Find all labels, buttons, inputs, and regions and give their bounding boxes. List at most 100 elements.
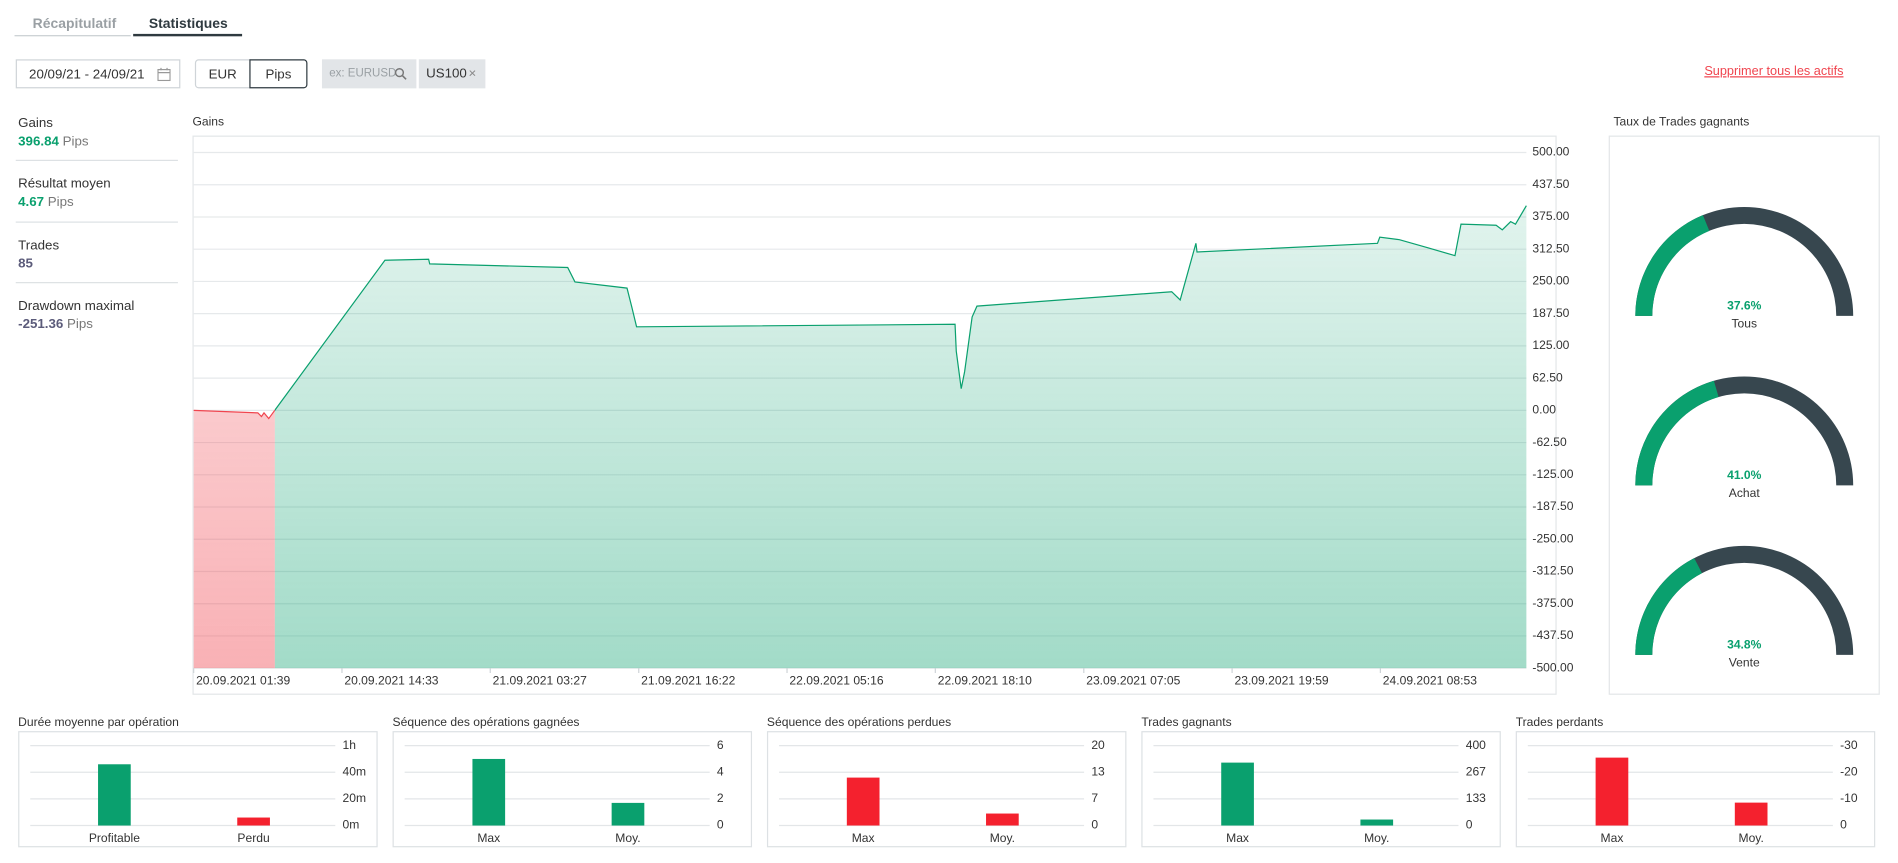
search-input[interactable]: ex: EURUSD (321, 59, 417, 89)
y-tick-label: 400 (1466, 738, 1486, 752)
x-tick-label: 22.09.2021 18:10 (938, 674, 1032, 688)
x-tick-label: Max (477, 831, 500, 845)
tab-rule (14, 35, 131, 37)
stat-value: -251.36 Pips (18, 317, 93, 332)
y-tick-label: 4 (717, 764, 724, 778)
x-tick-label: 20.09.2021 01:39 (196, 674, 290, 688)
x-tick-label: Moy. (1739, 831, 1764, 845)
y-tick-label: 133 (1466, 791, 1486, 805)
chart-frame (766, 731, 1127, 848)
gauge-value: 41.0% (1727, 468, 1762, 482)
filter-tag[interactable]: US100 × (418, 59, 486, 89)
stat-value: 396.84 Pips (18, 134, 88, 149)
filter-tag-label: US100 (426, 66, 467, 82)
separator (15, 221, 178, 223)
bar (1595, 757, 1629, 826)
chart-frame (392, 731, 753, 848)
y-tick-label: -125.00 (1532, 467, 1573, 481)
bar (986, 813, 1019, 826)
x-tick-label: 24.09.2021 08:53 (1383, 674, 1477, 688)
y-tick-label: 0m (343, 818, 360, 832)
y-tick-label: 500.00 (1532, 145, 1569, 159)
tab[interactable]: Statistiques (148, 16, 228, 32)
date-input[interactable]: 20/09/21 - 24/09/21 (15, 59, 181, 89)
stat-value: 85 (18, 257, 33, 272)
search-icon (394, 68, 407, 80)
x-tick-label: 22.09.2021 05:16 (789, 674, 883, 688)
y-tick-label: -312.50 (1532, 564, 1573, 578)
stat-label: Trades (18, 238, 60, 253)
x-tick-label: 20.09.2021 14:33 (344, 674, 438, 688)
x-tick-label: Moy. (990, 831, 1015, 845)
x-tick-label: 23.09.2021 07:05 (1086, 674, 1180, 688)
y-tick-label: 13 (1091, 764, 1105, 778)
bar (98, 764, 131, 826)
y-tick-label: 187.50 (1532, 306, 1569, 320)
x-tick-label: Profitable (89, 831, 140, 845)
chart-title: Taux de Trades gagnants (1614, 114, 1750, 128)
chart-frame (1515, 731, 1876, 848)
y-tick-label: 40m (343, 764, 367, 778)
x-tick-label: Max (852, 831, 875, 845)
stat-number: 396.84 (18, 134, 59, 149)
gauge-label: Tous (1731, 317, 1757, 331)
bar (1360, 819, 1394, 826)
y-tick-label: 0 (1840, 818, 1847, 832)
stat-label: Drawdown maximal (18, 298, 135, 314)
y-tick-label: -187.50 (1532, 499, 1573, 513)
y-tick-label: -30 (1840, 738, 1858, 752)
line (274, 205, 1527, 412)
stat-unit: Pips (67, 317, 93, 332)
delete-link[interactable]: Supprimer tous les actifs (1704, 64, 1844, 79)
bar (846, 777, 880, 826)
y-tick-label: 62.50 (1532, 370, 1563, 384)
y-tick-label: 7 (1091, 791, 1098, 805)
y-tick-label: 20m (343, 791, 367, 805)
chart-title: Durée moyenne par opération (18, 715, 179, 729)
chart-frame (18, 731, 378, 848)
stat-value: 4.67 Pips (18, 195, 74, 210)
y-tick-label: -62.50 (1532, 435, 1567, 449)
gauge-arc (1635, 558, 1702, 655)
unit-button[interactable]: Pips (249, 59, 308, 89)
y-tick-label: 250.00 (1532, 274, 1569, 288)
area-fill (193, 410, 275, 669)
y-tick-label: 6 (717, 738, 724, 752)
remove-icon[interactable]: × (468, 66, 477, 82)
y-tick-label: 312.50 (1532, 241, 1569, 255)
y-tick-label: 0 (717, 818, 724, 832)
stat-unit: Pips (62, 134, 89, 149)
y-tick-label: -375.00 (1532, 596, 1573, 610)
chart-title: Séquence des opérations gagnées (393, 715, 580, 729)
bar (237, 817, 270, 826)
plot-frame (192, 135, 1557, 695)
stat-label: Gains (18, 116, 53, 131)
gauge-label: Vente (1729, 656, 1760, 670)
gauge-value: 37.6% (1727, 298, 1762, 312)
x-tick-label: 21.09.2021 16:22 (641, 674, 735, 688)
y-tick-label: 20 (1091, 738, 1105, 752)
x-tick-label: Perdu (237, 831, 269, 845)
separator (15, 159, 178, 161)
x-tick-label: 21.09.2021 03:27 (493, 674, 587, 688)
y-tick-label: -250.00 (1532, 531, 1573, 545)
x-tick-label: 23.09.2021 19:59 (1235, 674, 1329, 688)
stat-unit: Pips (47, 194, 74, 210)
y-tick-label: 1h (343, 738, 356, 752)
stat-number: 85 (18, 256, 33, 272)
unit-button[interactable]: EUR (194, 59, 251, 89)
tab[interactable]: Récapitulatif (32, 16, 117, 32)
calendar-icon (157, 67, 171, 82)
separator (15, 282, 178, 284)
chart-title: Gains (192, 114, 224, 128)
chart-frame (1141, 731, 1501, 848)
chart-title: Trades gagnants (1141, 715, 1231, 729)
stat-number: 4.67 (18, 194, 45, 210)
date-range: 20/09/21 - 24/09/21 (29, 67, 145, 83)
y-tick-label: -20 (1840, 764, 1858, 778)
gauge-arc (1635, 215, 1710, 316)
x-tick-label: Moy. (615, 831, 640, 845)
y-tick-label: 0.00 (1532, 403, 1556, 417)
